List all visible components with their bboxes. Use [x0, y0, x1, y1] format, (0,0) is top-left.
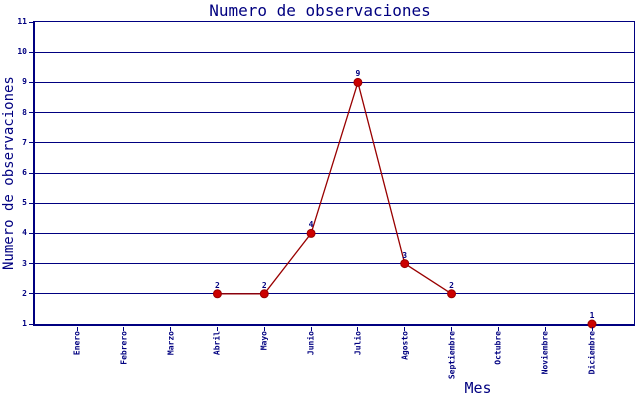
x-tick-mark: [451, 327, 453, 331]
x-tick-label-agosto: Agosto: [400, 331, 410, 360]
data-point: [447, 289, 457, 299]
x-tick-label-julio: Julio: [353, 331, 363, 356]
data-point-label: 3: [402, 250, 408, 260]
x-axis-title: Mes: [464, 379, 492, 397]
x-tick-label-octubre: Octubre: [493, 331, 503, 365]
y-tick-label: 4: [22, 228, 27, 238]
gridline: [35, 293, 634, 295]
y-tick-mark: [29, 263, 33, 265]
y-tick-label: 7: [22, 137, 27, 147]
gridline: [35, 263, 634, 265]
y-tick-label: 2: [22, 288, 27, 298]
y-tick-label: 9: [22, 77, 27, 87]
y-tick-label: 5: [22, 198, 27, 208]
y-tick-mark: [29, 202, 33, 204]
x-tick-label-septiembre: Septiembre: [447, 331, 457, 380]
y-tick-label: 8: [22, 107, 27, 117]
gridline: [35, 202, 634, 204]
x-tick-label-mayo: Mayo: [259, 331, 269, 351]
x-tick-label-noviembre: Noviembre: [540, 331, 550, 375]
data-point: [212, 289, 222, 299]
x-tick-label-enero: Enero: [72, 331, 82, 356]
x-tick-mark: [310, 327, 312, 331]
x-tick-label-abril: Abril: [212, 331, 222, 356]
x-tick-mark: [216, 327, 218, 331]
x-tick-label-diciembre: Diciembre: [587, 331, 597, 375]
x-tick-mark: [76, 327, 78, 331]
data-point-label: 2: [261, 280, 267, 290]
data-point-label: 4: [308, 220, 314, 230]
data-point-label: 1: [589, 311, 595, 320]
data-point-label: 2: [215, 280, 220, 290]
x-tick-mark: [170, 327, 172, 331]
x-tick-mark: [404, 327, 406, 331]
x-tick-mark: [357, 327, 359, 331]
data-point-label: 9: [355, 69, 361, 79]
x-tick-mark: [497, 327, 499, 331]
gridline: [35, 81, 634, 83]
gridline: [35, 172, 634, 174]
y-tick-mark: [29, 172, 33, 174]
y-tick-mark: [29, 323, 33, 325]
y-tick-mark: [29, 142, 33, 144]
line-series: [212, 77, 597, 329]
gridline: [35, 232, 634, 234]
y-tick-mark: [29, 51, 33, 53]
y-tick-label: 10: [17, 47, 27, 57]
chart-title: Numero de observaciones: [209, 1, 431, 20]
x-tick-mark: [544, 327, 546, 331]
x-tick-label-junio: Junio: [306, 331, 316, 356]
plot-area: [33, 21, 635, 329]
x-tick-mark: [263, 327, 265, 331]
y-tick-mark: [29, 81, 33, 83]
y-tick-label: 3: [22, 258, 27, 268]
y-tick-mark: [29, 232, 33, 234]
data-point-label: 2: [449, 280, 454, 290]
y-tick-mark: [29, 293, 33, 295]
gridline: [35, 112, 634, 114]
data-point: [400, 259, 410, 269]
y-tick-label: 1: [22, 319, 27, 328]
x-tick-label-marzo: Marzo: [166, 331, 176, 356]
series-line-segment: [217, 80, 452, 295]
x-tick-mark: [123, 327, 125, 331]
y-tick-mark: [29, 21, 33, 23]
data-point: [353, 77, 363, 87]
x-tick-label-febrero: Febrero: [119, 331, 129, 365]
y-tick-mark: [29, 112, 33, 114]
gridline: [35, 142, 634, 144]
data-point: [306, 228, 316, 238]
y-tick-label: 11: [17, 17, 27, 26]
gridline: [35, 51, 634, 53]
data-point: [259, 289, 269, 299]
x-tick-mark: [591, 327, 593, 331]
y-tick-label: 6: [22, 168, 27, 177]
